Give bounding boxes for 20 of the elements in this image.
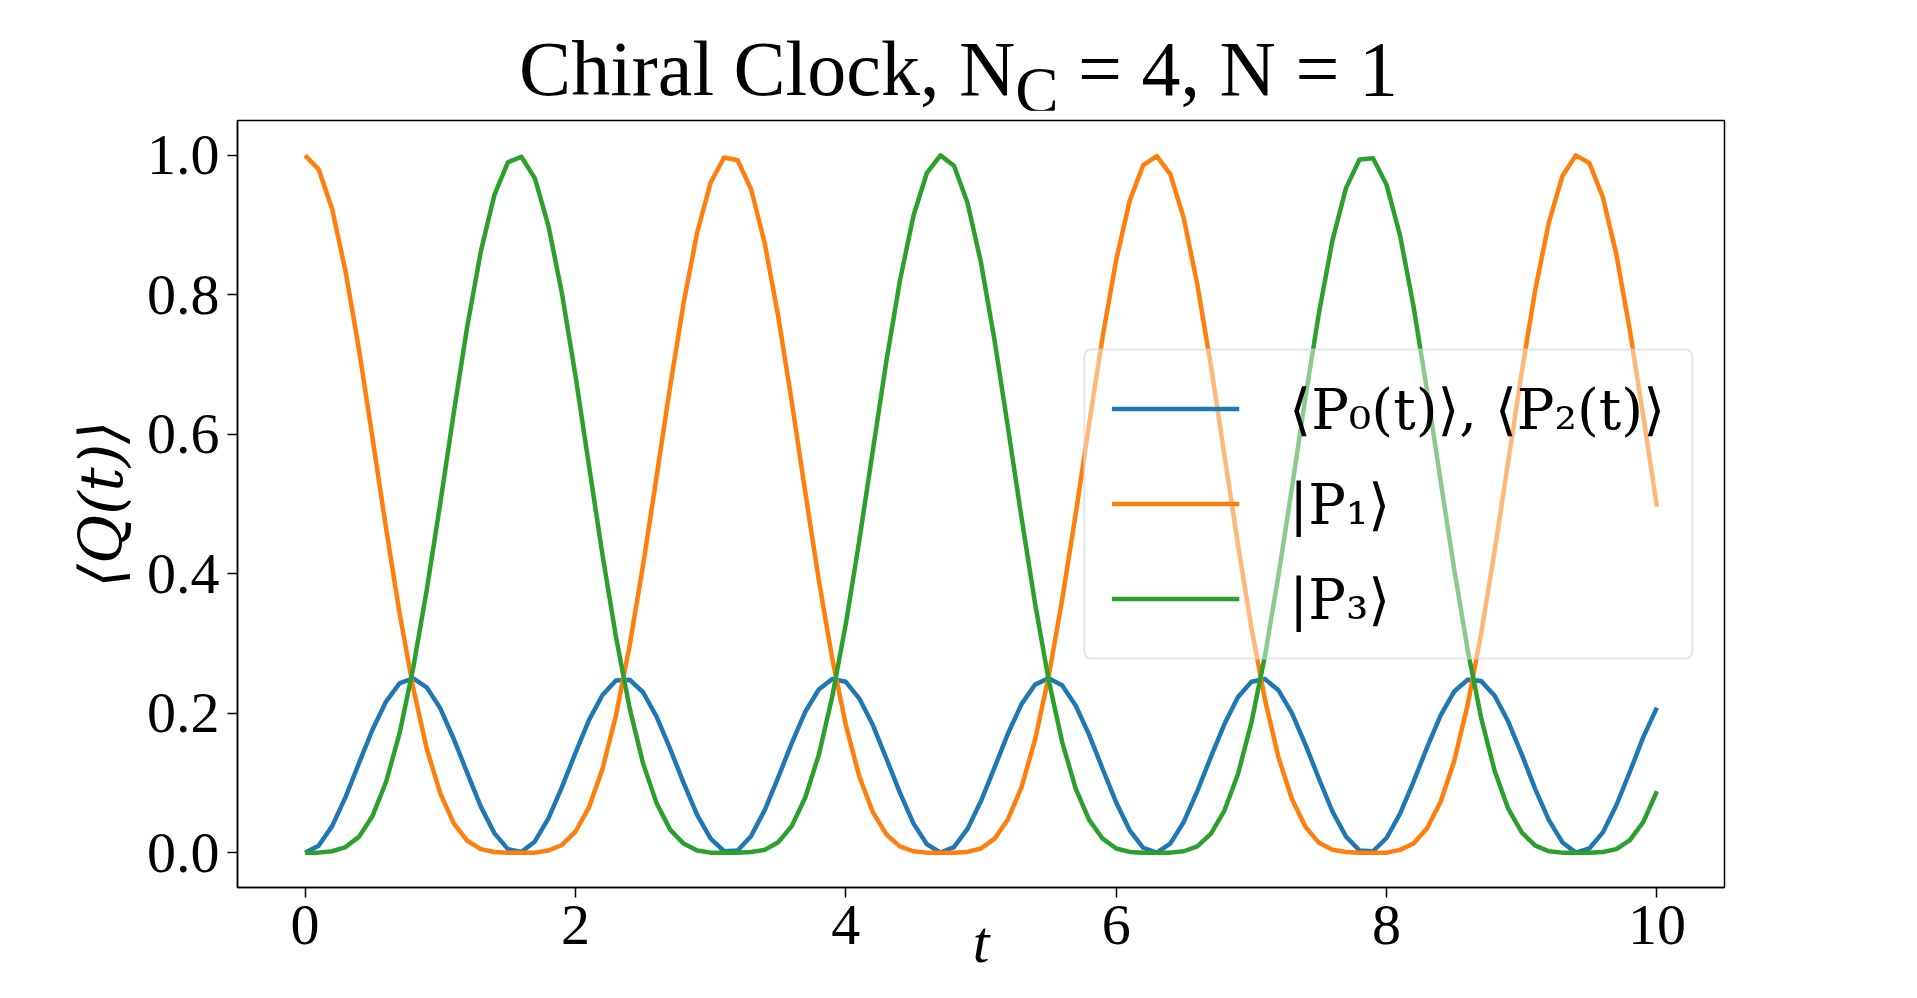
y-tick-label: 0.6 [147, 401, 220, 467]
line-series [302, 676, 1660, 855]
x-tick-label: 8 [1372, 891, 1402, 957]
legend-label: ⟨P₀(t)⟩, ⟨P₂(t)⟩ [1289, 376, 1665, 441]
y-tick-label: 0.2 [147, 680, 220, 746]
x-tick-label: 0 [290, 891, 320, 957]
y-tick-label: 0.4 [147, 540, 220, 606]
chart-title: Chiral Clock, N$_{C}$ = 4, N = 1 [519, 25, 1398, 126]
y-tick-label: 0.0 [147, 819, 220, 885]
x-axis-title: t [972, 908, 991, 975]
legend-label: |P₁⟩ [1289, 471, 1391, 536]
line-series [302, 153, 1660, 855]
legend-label: |P₃⟩ [1289, 566, 1391, 631]
y-tick-label: 1.0 [147, 122, 220, 188]
y-axis-title: ⟨Q(t)⟩ [66, 420, 136, 588]
x-tick-label: 4 [831, 891, 861, 957]
x-tick-label: 10 [1627, 891, 1686, 957]
y-tick-label: 0.8 [147, 261, 220, 327]
x-tick-label: 6 [1101, 891, 1131, 957]
x-tick-label: 2 [560, 891, 590, 957]
